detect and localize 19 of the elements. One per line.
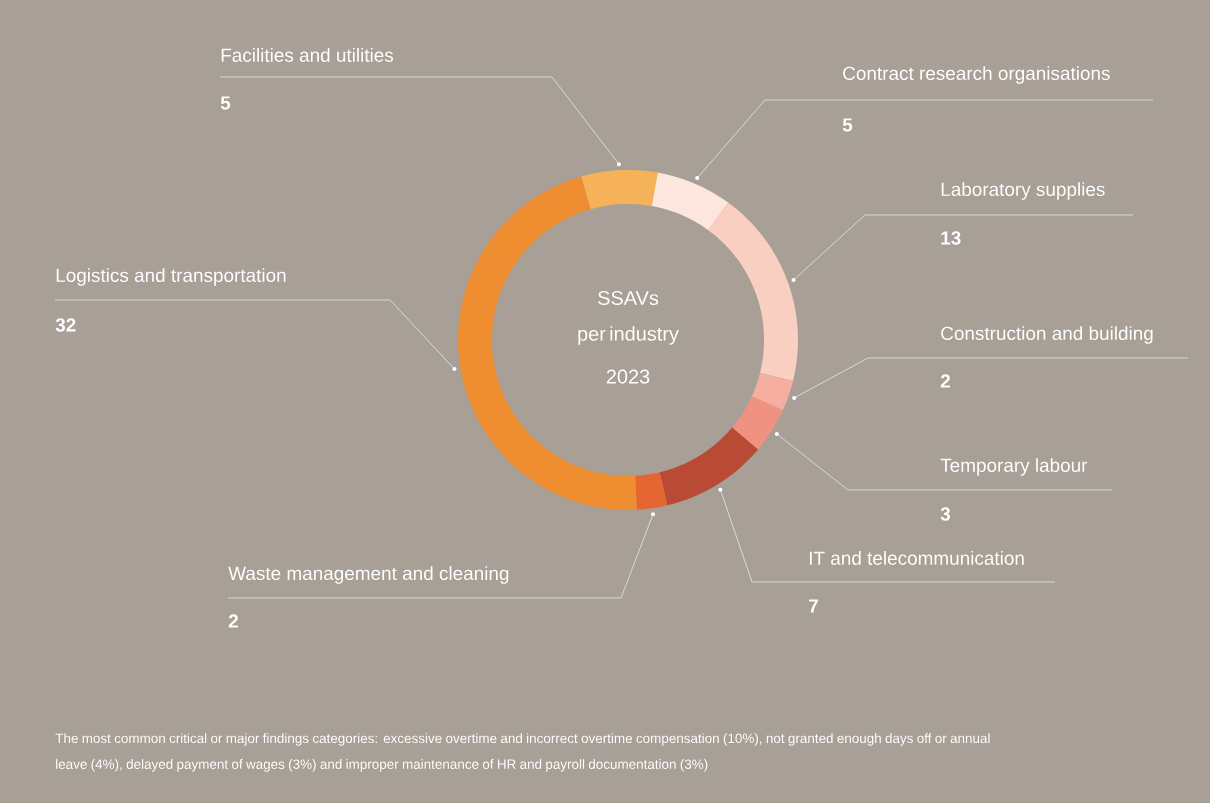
data-label: 3 [940, 507, 951, 521]
text: SSAVs [598, 290, 659, 306]
slice-label: Facilities and utilities [221, 48, 394, 62]
data-label: 7 [809, 599, 818, 613]
text: The most common critical or major findings categories: excessive overtime and incorrect overtime compensation (10%), not granted enough days off or annual leave (4%), delayed payment of wages (3%) and improper maintenance of HR and payroll documentation (3%) [55, 733, 990, 772]
data-label: 2 [228, 614, 238, 628]
slice-label: Contract research organisations [843, 66, 1110, 84]
data-label: 5 [220, 96, 231, 110]
data-label: 5 [842, 118, 853, 132]
slice-label: Logistics and transportation [56, 268, 286, 286]
slice-label: Laboratory supplies [941, 182, 1105, 200]
slice-label: Waste management and cleaning [228, 566, 509, 584]
text: per industry 2023 [578, 326, 679, 384]
data-label: 32 [55, 318, 76, 332]
slice-label: Temporary labour [940, 458, 1088, 476]
slice-label: Construction and building [941, 326, 1153, 344]
data-label: 13 [941, 231, 961, 245]
data-label: 2 [940, 374, 950, 388]
slice-label: IT and telecommunication [809, 551, 1024, 565]
